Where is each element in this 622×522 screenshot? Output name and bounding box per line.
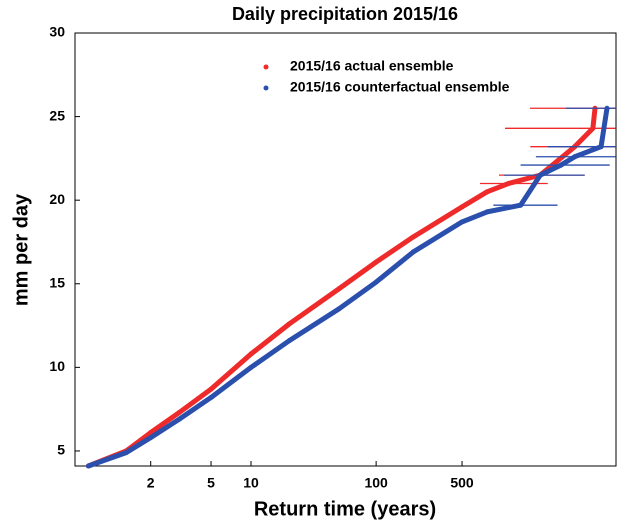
data-point [558,162,564,168]
y-tick-label: 15 [49,274,65,290]
data-point [506,180,512,186]
y-tick-label: 25 [49,107,65,123]
data-point [537,172,543,178]
data-point [459,204,465,210]
y-tick-label: 5 [57,442,65,458]
data-point [248,351,254,357]
data-point [598,144,604,150]
data-point [336,286,342,292]
data-point [604,105,610,111]
data-point [176,410,182,416]
x-tick-label: 5 [207,475,215,491]
legend-label: 2015/16 actual ensemble [290,58,454,74]
series-band [87,107,598,469]
y-axis-label: mm per day [10,193,32,306]
x-axis-label: Return time (years) [254,498,436,520]
legend-label: 2015/16 counterfactual ensemble [290,79,510,95]
y-tick-label: 10 [49,358,65,374]
data-point [336,306,342,312]
data-point [484,189,490,195]
data-point [248,364,254,370]
x-tick-label: 2 [147,475,155,491]
data-point [85,463,91,469]
chart-title: Daily precipitation 2015/16 [232,4,458,24]
y-tick-label: 20 [49,191,65,207]
data-point [590,125,596,131]
data-point [410,249,416,255]
x-tick-label: 100 [364,475,388,491]
y-tick-label: 30 [49,24,65,40]
data-point [148,435,154,441]
plot-frame [74,32,617,467]
series-band [87,107,610,469]
data-point [176,416,182,422]
data-point [208,386,214,392]
legend-marker [263,64,269,70]
data-point [459,219,465,225]
data-point [484,209,490,215]
data-point [123,450,129,456]
x-tick-label: 10 [243,475,259,491]
legend-marker [263,85,269,91]
data-point [286,321,292,327]
data-point [572,154,578,160]
data-point [208,394,214,400]
data-point [373,259,379,265]
data-point [373,279,379,285]
data-point [518,202,524,208]
data-point [410,234,416,240]
data-point [286,338,292,344]
x-tick-label: 500 [450,475,474,491]
